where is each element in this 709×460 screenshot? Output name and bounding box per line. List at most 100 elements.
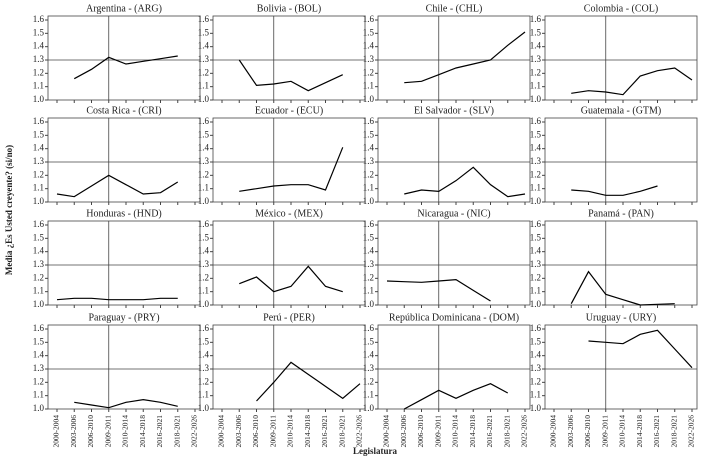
y-tick-label: 1.4 xyxy=(33,143,45,153)
x-tick-label: 2009-2011 xyxy=(268,415,277,447)
panel-title: Chile - (CHL) xyxy=(426,3,483,14)
y-tick-label: 1.3 xyxy=(198,156,210,166)
x-tick-label: 2016-2021 xyxy=(320,415,329,448)
y-tick-label: 1.6 xyxy=(363,323,375,333)
x-tick-label: 2016-2021 xyxy=(155,415,164,448)
x-tick-label: 2009-2011 xyxy=(433,415,442,447)
y-tick-label: 1.6 xyxy=(363,219,375,229)
panel-frame xyxy=(212,220,366,306)
panel-frame xyxy=(544,324,698,410)
panel-title: México - (MEX) xyxy=(255,208,323,219)
y-tick-label: 1.4 xyxy=(198,350,210,360)
panel-frame xyxy=(377,220,531,306)
data-line xyxy=(238,59,344,92)
x-tick-label: 2014-2018 xyxy=(138,415,147,448)
panel-frame xyxy=(47,15,201,101)
y-tick-label: 1.4 xyxy=(198,246,210,256)
x-tick-label: 2009-2011 xyxy=(103,415,112,447)
data-line xyxy=(239,265,343,293)
y-tick-label: 1.2 xyxy=(33,67,44,77)
panel-title: Honduras - (HND) xyxy=(86,208,162,219)
y-tick-label: 1.3 xyxy=(530,156,542,166)
y-axis-label: Media ¿Es Usted creyente? (si/no) xyxy=(4,145,14,275)
y-tick-label: 1.0 xyxy=(33,403,45,413)
x-tick-label: 2003-2006 xyxy=(566,415,575,448)
y-tick-label: 1.1 xyxy=(198,81,209,91)
panel-frame xyxy=(212,324,366,410)
x-tick-label: 2010-2014 xyxy=(286,415,295,448)
y-tick-label: 1.0 xyxy=(530,403,542,413)
y-tick-label: 1.5 xyxy=(33,27,45,37)
x-tick-label: 2006-2010 xyxy=(416,415,425,448)
y-tick-label: 1.0 xyxy=(363,94,375,104)
panel-frame xyxy=(212,117,366,203)
y-tick-label: 1.6 xyxy=(530,219,542,229)
y-tick-label: 1.0 xyxy=(198,94,210,104)
y-tick-label: 1.3 xyxy=(530,363,542,373)
y-tick-label: 1.4 xyxy=(33,350,45,360)
y-tick-label: 1.5 xyxy=(363,129,375,139)
x-tick-label: 2018-2021 xyxy=(172,415,181,448)
y-tick-label: 1.1 xyxy=(198,390,209,400)
y-tick-label: 1.1 xyxy=(530,390,541,400)
panel-frame xyxy=(544,220,698,306)
y-tick-label: 1.0 xyxy=(530,94,542,104)
y-tick-label: 1.3 xyxy=(363,259,375,269)
y-tick-label: 1.4 xyxy=(363,350,375,360)
y-tick-label: 1.5 xyxy=(33,129,45,139)
y-tick-label: 1.6 xyxy=(198,14,210,24)
y-tick-label: 1.3 xyxy=(363,363,375,373)
data-line xyxy=(56,297,178,301)
panel-frame xyxy=(47,324,201,410)
y-tick-label: 1.1 xyxy=(33,286,44,296)
panel-frame xyxy=(47,117,201,203)
y-tick-label: 1.4 xyxy=(363,143,375,153)
y-tick-label: 1.5 xyxy=(363,336,375,346)
panel-frame xyxy=(377,324,531,410)
x-tick-label: 2016-2021 xyxy=(485,415,494,448)
data-line xyxy=(386,279,491,302)
y-tick-label: 1.4 xyxy=(530,41,542,51)
y-tick-label: 1.2 xyxy=(33,169,44,179)
y-tick-label: 1.3 xyxy=(198,54,210,64)
x-tick-label: 2009-2011 xyxy=(600,415,609,447)
panel-title: Costa Rica - (CRI) xyxy=(86,105,161,116)
y-tick-label: 1.6 xyxy=(530,116,542,126)
y-tick-label: 1.4 xyxy=(530,246,542,256)
x-tick-label: 2003-2006 xyxy=(234,415,243,448)
x-tick-label: 2018-2021 xyxy=(669,415,678,448)
y-tick-label: 1.2 xyxy=(530,169,541,179)
y-tick-label: 1.4 xyxy=(363,246,375,256)
data-line xyxy=(256,361,361,402)
y-tick-label: 1.6 xyxy=(198,116,210,126)
y-tick-label: 1.6 xyxy=(33,219,45,229)
y-tick-label: 1.3 xyxy=(198,259,210,269)
y-tick-label: 1.5 xyxy=(198,27,210,37)
y-tick-label: 1.1 xyxy=(363,81,374,91)
x-tick-label: 2000-2004 xyxy=(382,415,391,448)
x-tick-label: 2014-2018 xyxy=(468,415,477,448)
y-tick-label: 1.3 xyxy=(530,54,542,64)
y-tick-label: 1.1 xyxy=(530,183,541,193)
panel-title: República Dominicana - (DOM) xyxy=(389,312,519,323)
y-tick-label: 1.3 xyxy=(363,156,375,166)
y-tick-label: 1.5 xyxy=(198,336,210,346)
data-line xyxy=(570,270,675,306)
y-tick-label: 1.5 xyxy=(198,129,210,139)
y-tick-label: 1.0 xyxy=(33,94,45,104)
panel-title: Argentina - (ARG) xyxy=(86,3,162,14)
y-tick-label: 1.2 xyxy=(530,67,541,77)
x-tick-label: 2014-2018 xyxy=(635,415,644,448)
x-tick-label: 2003-2006 xyxy=(399,415,408,448)
data-line xyxy=(403,383,509,410)
y-tick-label: 1.0 xyxy=(198,403,210,413)
y-tick-label: 1.1 xyxy=(33,390,44,400)
y-tick-label: 1.4 xyxy=(530,350,542,360)
y-tick-label: 1.0 xyxy=(363,196,375,206)
data-line xyxy=(404,166,526,198)
panel-title: Guatemala - (GTM) xyxy=(581,105,662,116)
x-tick-label: 2000-2004 xyxy=(52,415,61,448)
y-tick-label: 1.1 xyxy=(33,81,44,91)
